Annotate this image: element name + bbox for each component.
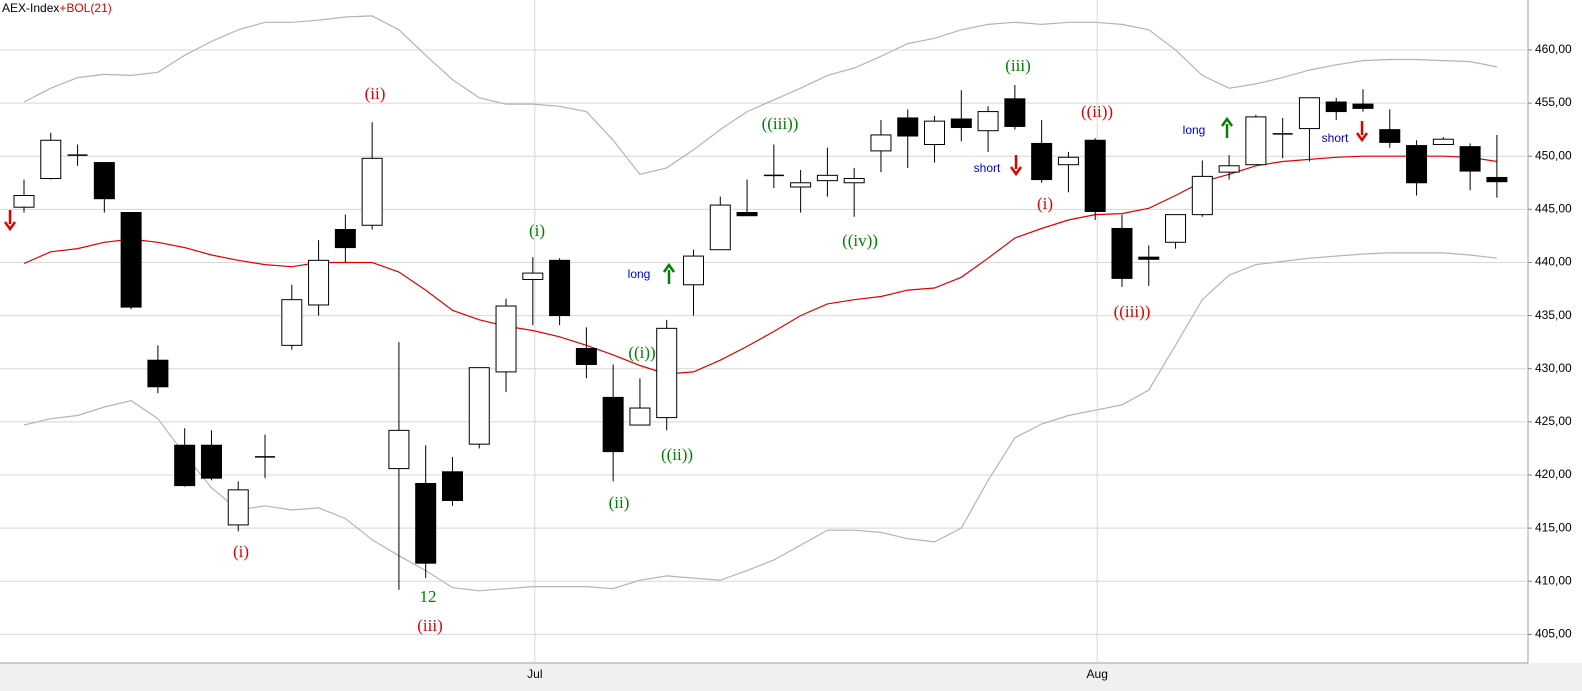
candle-body [656,327,678,419]
candle-body [843,178,865,184]
y-tick-label: 455,00 [1535,95,1572,109]
annotation: short [1322,131,1349,145]
y-tick-label: 445,00 [1535,202,1572,216]
candle-body [924,120,946,146]
x-tick-label: Jul [527,667,542,681]
annotation: long [1183,123,1206,137]
candle-body [388,429,410,470]
candle-body [1245,116,1267,166]
annotation: (iii) [1005,56,1031,75]
candle-body [1084,139,1106,212]
candle-body [736,212,758,217]
y-tick-label: 415,00 [1535,520,1572,534]
candle-body [977,111,999,132]
candle-body [1138,256,1160,260]
candle-body [147,359,169,388]
candle-body [1031,142,1053,181]
candle-body [522,272,544,280]
candle-body [1218,165,1240,173]
annotation: (i) [233,542,249,561]
annotation: ((iii)) [1114,302,1151,321]
candle-body [1379,129,1401,143]
candle-body [1191,175,1213,216]
candle-body [120,212,142,308]
candle-body [629,407,651,426]
candle-body [200,444,222,479]
candle-body [790,182,812,188]
y-tick-label: 420,00 [1535,467,1572,481]
candle-body [602,396,624,453]
candle-body [93,162,115,200]
candle-body [575,348,597,365]
annotation: (ii) [609,493,630,512]
signal-arrow [1009,155,1023,177]
candle-body [870,134,892,152]
y-tick-label: 410,00 [1535,573,1572,587]
annotation: 12 [420,587,437,606]
candle-body [1004,98,1026,127]
y-tick-label: 450,00 [1535,148,1572,162]
candle-body [1459,146,1481,172]
candle-body [950,118,972,129]
candle-body [549,259,571,317]
candle-body [441,471,463,501]
candle-body [709,204,731,251]
candle-body [334,229,356,249]
y-tick-label: 405,00 [1535,627,1572,641]
candle-body [1406,145,1428,184]
annotation: short [974,161,1001,175]
candle-body [13,195,35,208]
candle-body [227,489,249,526]
y-tick-label: 435,00 [1535,308,1572,322]
y-tick-label: 440,00 [1535,255,1572,269]
candle-body [415,482,437,564]
y-tick-label: 430,00 [1535,361,1572,375]
bollinger-band [23,15,1498,175]
candle-body [468,367,490,445]
annotation: ((iv)) [842,231,878,250]
chart-title: AEX-Index [2,1,59,15]
candle-body [683,255,704,286]
candle-body [495,305,517,373]
candle-body [816,174,838,182]
annotation: ((i)) [628,343,655,362]
candle-body [308,259,330,306]
annotation: (i) [1037,194,1053,213]
candle-body [897,117,919,137]
signal-arrow [662,262,676,284]
candle-body [174,444,196,487]
candle-body [1432,138,1454,146]
bollinger-band [23,155,1497,375]
signal-arrow [1355,121,1369,143]
y-tick-label: 425,00 [1535,414,1572,428]
bollinger-band [23,252,1497,592]
candle-body [1298,97,1320,130]
candle-body [1165,214,1187,243]
x-tick-label: Aug [1087,667,1108,681]
annotation: (i) [529,221,545,240]
annotation: ((ii)) [1081,102,1113,121]
candle-body [1111,227,1133,279]
candle-body [1352,103,1374,109]
annotation: long [628,267,651,281]
candle-body [1486,176,1508,183]
candle-body [361,157,383,226]
scroll-strip [0,663,1582,691]
signal-arrow [1220,116,1234,138]
annotation: (iii) [417,616,443,635]
candle-body [1325,101,1347,113]
chart-title: AEX-Index+BOL(21) [2,1,112,15]
annotation: ((ii)) [661,445,693,464]
annotation: ((iii)) [762,114,799,133]
candle-body [281,299,303,346]
y-tick-label: 460,00 [1535,42,1572,56]
annotation: (ii) [365,84,386,103]
candle-body [40,139,62,180]
signal-arrow [3,210,17,232]
candle-body [1057,156,1079,166]
indicator-label: +BOL(21) [59,1,111,15]
